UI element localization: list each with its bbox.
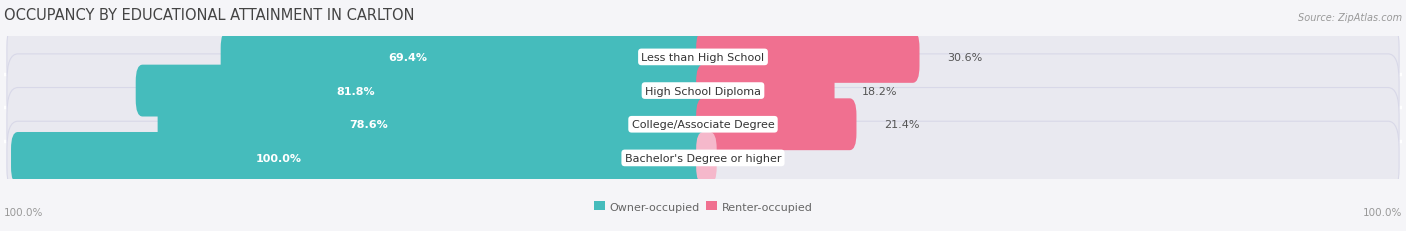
Text: High School Diploma: High School Diploma bbox=[645, 86, 761, 96]
Text: 100.0%: 100.0% bbox=[4, 207, 44, 217]
FancyBboxPatch shape bbox=[221, 32, 710, 83]
Text: Bachelor's Degree or higher: Bachelor's Degree or higher bbox=[624, 153, 782, 163]
Text: OCCUPANCY BY EDUCATIONAL ATTAINMENT IN CARLTON: OCCUPANCY BY EDUCATIONAL ATTAINMENT IN C… bbox=[4, 8, 415, 23]
Text: 100.0%: 100.0% bbox=[256, 153, 301, 163]
FancyBboxPatch shape bbox=[696, 132, 717, 184]
Legend: Owner-occupied, Renter-occupied: Owner-occupied, Renter-occupied bbox=[589, 197, 817, 216]
Text: 0.0%: 0.0% bbox=[737, 153, 765, 163]
FancyBboxPatch shape bbox=[11, 132, 710, 184]
Text: 81.8%: 81.8% bbox=[336, 86, 375, 96]
Text: 100.0%: 100.0% bbox=[1362, 207, 1402, 217]
Text: 18.2%: 18.2% bbox=[862, 86, 897, 96]
FancyBboxPatch shape bbox=[696, 99, 856, 151]
FancyBboxPatch shape bbox=[157, 99, 710, 151]
FancyBboxPatch shape bbox=[7, 88, 1399, 161]
Text: 21.4%: 21.4% bbox=[884, 120, 920, 130]
FancyBboxPatch shape bbox=[7, 122, 1399, 195]
FancyBboxPatch shape bbox=[7, 55, 1399, 128]
Text: 69.4%: 69.4% bbox=[388, 53, 427, 63]
Text: 30.6%: 30.6% bbox=[946, 53, 983, 63]
Text: Less than High School: Less than High School bbox=[641, 53, 765, 63]
FancyBboxPatch shape bbox=[136, 65, 710, 117]
FancyBboxPatch shape bbox=[696, 65, 835, 117]
Text: Source: ZipAtlas.com: Source: ZipAtlas.com bbox=[1298, 13, 1402, 23]
FancyBboxPatch shape bbox=[696, 32, 920, 83]
Text: 78.6%: 78.6% bbox=[350, 120, 388, 130]
FancyBboxPatch shape bbox=[7, 21, 1399, 94]
Text: College/Associate Degree: College/Associate Degree bbox=[631, 120, 775, 130]
